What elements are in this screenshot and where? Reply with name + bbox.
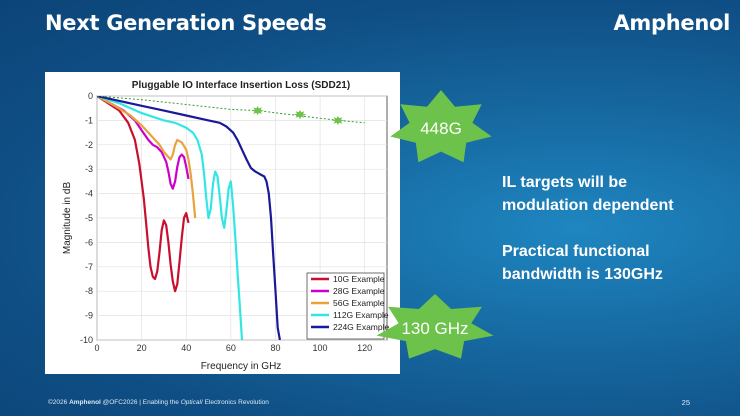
amphenol-logo: Amphenol	[613, 11, 730, 35]
y-tick-label: -6	[85, 237, 93, 247]
x-tick-label: 100	[313, 343, 328, 353]
x-tick-label: 80	[270, 343, 280, 353]
legend-label: 28G Example	[333, 286, 385, 296]
x-tick-label: 20	[137, 343, 147, 353]
insertion-loss-chart: Pluggable IO Interface Insertion Loss (S…	[45, 72, 400, 374]
y-tick-label: -1	[85, 115, 93, 125]
series-line-448g	[97, 96, 365, 124]
bullet-line: IL targets will be	[502, 174, 628, 191]
bullet-line: modulation dependent	[502, 197, 674, 214]
bullet-line: bandwidth is 130GHz	[502, 266, 663, 283]
callout-448g-burst	[390, 90, 492, 163]
series-line-224g-example	[97, 96, 281, 340]
x-tick-label: 0	[94, 343, 99, 353]
bullet-line: Practical functional	[502, 243, 650, 260]
footer-event: @OFC2026 | Enabling the	[102, 399, 179, 406]
y-axis-label: Magnitude in dB	[62, 182, 73, 255]
y-tick-label: -8	[85, 286, 93, 296]
series-line-112g-example	[97, 96, 244, 340]
legend-label: 10G Example	[333, 274, 385, 284]
y-tick-label: -3	[85, 164, 93, 174]
footer-optical: Optical	[180, 399, 201, 406]
series-line-56g-example	[97, 96, 197, 219]
y-tick-label: -9	[85, 311, 93, 321]
y-tick-label: -7	[85, 262, 93, 272]
callout-448g-label: 448G	[420, 119, 462, 138]
bullet-il-targets: IL targets will be modulation dependent	[502, 171, 674, 217]
callout-130ghz-label: 130 GHz	[401, 319, 468, 338]
legend-label: 56G Example	[333, 298, 385, 308]
x-tick-label: 40	[181, 343, 191, 353]
y-tick-label: -10	[80, 335, 93, 345]
x-tick-label: 120	[357, 343, 372, 353]
footer-company: Amphenol	[69, 399, 101, 406]
slide-title: Next Generation Speeds	[45, 11, 327, 35]
chart-svg: Pluggable IO Interface Insertion Loss (S…	[62, 80, 389, 372]
x-tick-label: 60	[226, 343, 236, 353]
y-tick-label: -5	[85, 213, 93, 223]
chart-title: Pluggable IO Interface Insertion Loss (S…	[132, 80, 350, 91]
y-tick-label: -4	[85, 189, 93, 199]
legend-label: 224G Example	[333, 322, 389, 332]
bullet-bandwidth: Practical functional bandwidth is 130GHz	[502, 240, 663, 286]
footer: ©2026 Amphenol @OFC2026 | Enabling the O…	[48, 399, 269, 406]
star-marker	[251, 106, 264, 116]
legend-label: 112G Example	[333, 310, 389, 320]
star-marker	[293, 109, 307, 120]
series-line-28g-example	[97, 96, 190, 190]
y-tick-label: -2	[85, 140, 93, 150]
star-marker	[331, 115, 345, 126]
footer-tagline: Electronics Revolution	[204, 399, 269, 406]
x-axis-label: Frequency in GHz	[201, 361, 282, 372]
series-line-10g-example	[97, 96, 190, 293]
footer-copyright: ©2026	[48, 399, 68, 406]
page-number: 25	[681, 398, 690, 407]
y-tick-label: 0	[88, 91, 93, 101]
